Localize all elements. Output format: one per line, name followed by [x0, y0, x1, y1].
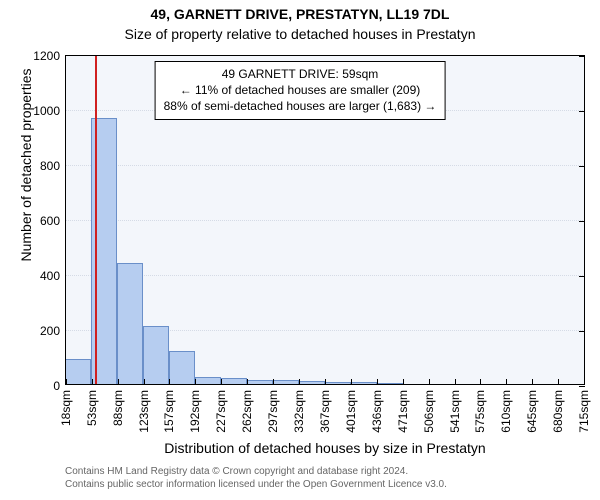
- y-tick-mark: [579, 331, 585, 332]
- x-tick-label: 297sqm: [266, 384, 280, 433]
- y-tick-label: 1200: [33, 49, 66, 63]
- x-tick-label: 227sqm: [214, 384, 228, 433]
- y-tick-label: 600: [40, 214, 66, 228]
- y-tick-label: 400: [40, 269, 66, 283]
- x-tick-label: 332sqm: [292, 384, 306, 433]
- x-tick-label: 610sqm: [499, 384, 513, 433]
- y-tick-mark: [579, 166, 585, 167]
- x-tick-label: 645sqm: [525, 384, 539, 433]
- y-axis-label: Number of detached properties: [18, 0, 34, 330]
- x-tick-label: 367sqm: [318, 384, 332, 433]
- x-tick-label: 53sqm: [85, 384, 99, 426]
- x-tick-label: 575sqm: [473, 384, 487, 433]
- y-tick-label: 200: [40, 324, 66, 338]
- x-tick-label: 506sqm: [422, 384, 436, 433]
- callout-box: 49 GARNETT DRIVE: 59sqm ← 11% of detache…: [155, 61, 446, 120]
- y-tick-mark: [579, 56, 585, 57]
- x-tick-label: 401sqm: [344, 384, 358, 433]
- footer-line1: Contains HM Land Registry data © Crown c…: [65, 465, 447, 478]
- x-tick-label: 123sqm: [137, 384, 151, 433]
- y-tick-mark: [579, 276, 585, 277]
- x-tick-label: 436sqm: [370, 384, 384, 433]
- y-tick-mark: [579, 221, 585, 222]
- x-tick-label: 88sqm: [111, 384, 125, 426]
- y-tick-label: 800: [40, 159, 66, 173]
- y-tick-label: 1000: [33, 104, 66, 118]
- callout-line2: ← 11% of detached houses are smaller (20…: [164, 82, 437, 98]
- footer-attribution: Contains HM Land Registry data © Crown c…: [65, 465, 447, 491]
- chart-title-line2: Size of property relative to detached ho…: [0, 26, 600, 42]
- x-tick-label: 680sqm: [551, 384, 565, 433]
- x-tick-label: 157sqm: [162, 384, 176, 433]
- x-tick-label: 471sqm: [396, 384, 410, 433]
- x-tick-label: 715sqm: [577, 384, 591, 433]
- x-tick-label: 262sqm: [240, 384, 254, 433]
- x-tick-label: 541sqm: [448, 384, 462, 433]
- chart-container: { "title_line1": "49, GARNETT DRIVE, PRE…: [0, 0, 600, 500]
- x-tick-label: 192sqm: [188, 384, 202, 433]
- y-tick-mark: [579, 111, 585, 112]
- callout-line1: 49 GARNETT DRIVE: 59sqm: [164, 66, 437, 82]
- footer-line2: Contains public sector information licen…: [65, 478, 447, 491]
- x-axis-label: Distribution of detached houses by size …: [65, 440, 585, 456]
- x-tick-label: 18sqm: [59, 384, 73, 426]
- callout-line3: 88% of semi-detached houses are larger (…: [164, 98, 437, 114]
- chart-title-line1: 49, GARNETT DRIVE, PRESTATYN, LL19 7DL: [0, 6, 600, 22]
